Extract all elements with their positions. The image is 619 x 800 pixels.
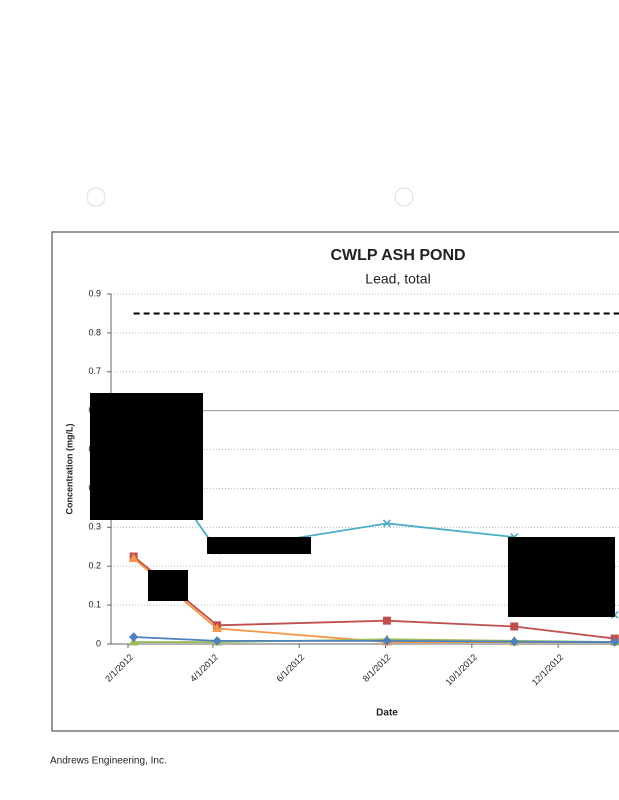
x-tick-label: 8/1/2012: [361, 652, 393, 684]
redaction: [90, 393, 203, 520]
marker: [382, 616, 391, 625]
y-tick-label: 0.2: [88, 561, 101, 571]
y-tick-label: 0.9: [88, 288, 101, 298]
x-tick-label: 10/1/2012: [444, 652, 479, 687]
x-tick-label: 6/1/2012: [274, 652, 306, 684]
y-axis-label: Concentration (mg/L): [64, 424, 74, 515]
x-tick-label: 2/1/2012: [103, 652, 135, 684]
x-tick-label: 12/1/2012: [530, 652, 565, 687]
marker: [510, 622, 519, 631]
redaction: [207, 537, 311, 554]
marker: [610, 637, 619, 647]
marker: [212, 636, 222, 646]
punch-hole: [394, 187, 414, 207]
marker: [128, 553, 139, 562]
chart-frame: [51, 231, 619, 732]
chart-subtitle: Lead, total: [365, 271, 430, 287]
marker: [382, 636, 392, 646]
y-tick-label: 0.7: [88, 366, 101, 376]
y-tick-label: 0.8: [88, 327, 101, 337]
chart-title: CWLP ASH POND: [330, 247, 465, 264]
x-axis-label: Date: [376, 708, 398, 719]
footer: Andrews Engineering, Inc.: [50, 756, 167, 767]
y-tick-label: 0: [96, 638, 101, 648]
marker: [128, 632, 139, 642]
redaction: [148, 570, 188, 601]
x-tick-label: 4/1/2012: [188, 652, 220, 684]
punch-hole: [86, 187, 106, 207]
y-tick-label: 0.3: [88, 522, 101, 532]
redaction: [508, 537, 615, 617]
marker: [509, 636, 519, 647]
y-tick-label: 0.1: [88, 599, 101, 609]
marker: [382, 519, 391, 528]
marker: [212, 623, 222, 632]
